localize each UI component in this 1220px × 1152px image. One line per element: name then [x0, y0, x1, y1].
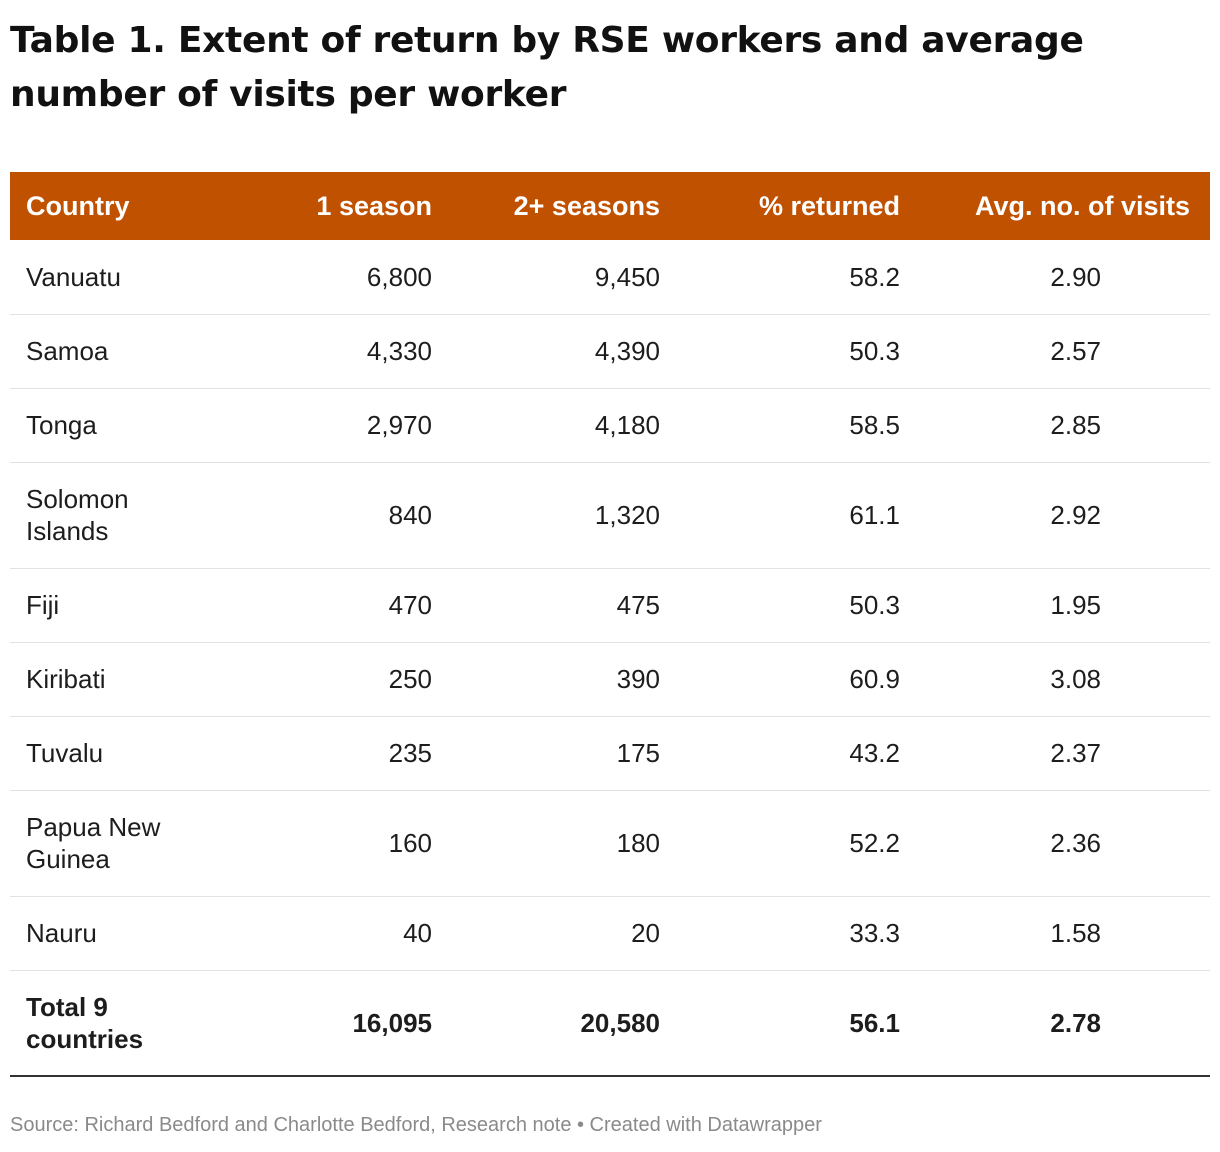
cell-country: Samoa [26, 336, 109, 366]
cell-one-season: 40 [403, 918, 432, 948]
cell-country: Tonga [26, 410, 97, 440]
cell-total-avg-visits: 2.78 [1050, 1007, 1101, 1038]
cell-avg-visits: 3.08 [1050, 664, 1101, 694]
cell-two-plus-seasons: 180 [616, 828, 660, 858]
column-header-pct-returned[interactable]: % returned [758, 190, 900, 221]
cell-pct-returned: 33.3 [849, 918, 900, 948]
cell-avg-visits: 2.90 [1050, 261, 1101, 292]
cell-country: Solomon Islands [26, 484, 129, 546]
cell-one-season: 470 [388, 590, 432, 620]
data-table: Country 1 season 2+ seasons % returned A… [10, 172, 1210, 1077]
table-row: Vanuatu 6,800 9,450 58.2 2.90 [10, 240, 1210, 314]
table-row: Papua New Guinea 160 180 52.2 2.36 [10, 790, 1210, 896]
cell-pct-returned: 43.2 [849, 738, 900, 768]
cell-avg-visits: 1.58 [1050, 918, 1101, 948]
cell-country: Fiji [26, 590, 60, 620]
cell-one-season: 2,970 [366, 410, 432, 440]
cell-one-season: 250 [388, 664, 432, 694]
cell-one-season: 6,800 [366, 261, 432, 292]
table-row: Kiribati 250 390 60.9 3.08 [10, 642, 1210, 716]
cell-total-two-plus-seasons: 20,580 [580, 1007, 660, 1038]
cell-avg-visits: 1.95 [1050, 590, 1101, 620]
table-row: Solomon Islands 840 1,320 61.1 2.92 [10, 462, 1210, 568]
cell-pct-returned: 58.5 [849, 410, 900, 440]
cell-pct-returned: 52.2 [849, 828, 900, 858]
cell-pct-returned: 60.9 [849, 664, 900, 694]
cell-avg-visits: 2.92 [1050, 500, 1101, 530]
cell-avg-visits: 2.37 [1050, 738, 1101, 768]
cell-two-plus-seasons: 20 [631, 918, 660, 948]
total-row: Total 9 countries 16,095 20,580 56.1 2.7… [10, 970, 1210, 1076]
cell-two-plus-seasons: 9,450 [594, 261, 660, 292]
cell-total-pct-returned: 56.1 [849, 1007, 900, 1038]
column-header-country[interactable]: Country [26, 190, 130, 221]
table-row: Tuvalu 235 175 43.2 2.37 [10, 716, 1210, 790]
chart-container: Table 1. Extent of return by RSE workers… [10, 14, 1210, 1136]
cell-two-plus-seasons: 390 [616, 664, 660, 694]
source-note: Source: Richard Bedford and Charlotte Be… [10, 1114, 822, 1136]
cell-one-season: 235 [388, 738, 432, 768]
cell-avg-visits: 2.57 [1050, 336, 1101, 366]
cell-country: Tuvalu [26, 738, 104, 768]
table-row: Fiji 470 475 50.3 1.95 [10, 568, 1210, 642]
cell-two-plus-seasons: 1,320 [594, 500, 660, 530]
cell-country: Papua New Guinea [26, 812, 161, 874]
cell-two-plus-seasons: 475 [616, 590, 660, 620]
cell-one-season: 4,330 [366, 336, 432, 366]
cell-pct-returned: 50.3 [849, 590, 900, 620]
cell-one-season: 160 [388, 828, 432, 858]
cell-two-plus-seasons: 4,180 [594, 410, 660, 440]
column-header-two-plus-seasons[interactable]: 2+ seasons [513, 190, 660, 221]
cell-avg-visits: 2.85 [1050, 410, 1101, 440]
cell-two-plus-seasons: 4,390 [594, 336, 660, 366]
cell-pct-returned: 50.3 [849, 336, 900, 366]
cell-avg-visits: 2.36 [1050, 828, 1101, 858]
cell-pct-returned: 61.1 [849, 500, 900, 530]
table-row: Samoa 4,330 4,390 50.3 2.57 [10, 314, 1210, 388]
header-row: Country 1 season 2+ seasons % returned A… [10, 172, 1210, 240]
cell-total-label: Total 9 countries [26, 991, 144, 1054]
table-title: Table 1. Extent of return by RSE workers… [10, 20, 1084, 115]
table-row: Nauru 40 20 33.3 1.58 [10, 896, 1210, 970]
cell-two-plus-seasons: 175 [616, 738, 660, 768]
column-header-one-season[interactable]: 1 season [316, 190, 432, 221]
cell-one-season: 840 [388, 500, 432, 530]
cell-total-one-season: 16,095 [352, 1007, 432, 1038]
cell-pct-returned: 58.2 [849, 261, 900, 292]
cell-country: Vanuatu [26, 261, 121, 292]
table-row: Tonga 2,970 4,180 58.5 2.85 [10, 388, 1210, 462]
cell-country: Kiribati [26, 664, 106, 694]
column-header-avg-visits[interactable]: Avg. no. of visits [974, 190, 1190, 221]
table-body: Vanuatu 6,800 9,450 58.2 2.90 Samoa 4,33… [10, 240, 1210, 1076]
cell-country: Nauru [26, 918, 97, 948]
